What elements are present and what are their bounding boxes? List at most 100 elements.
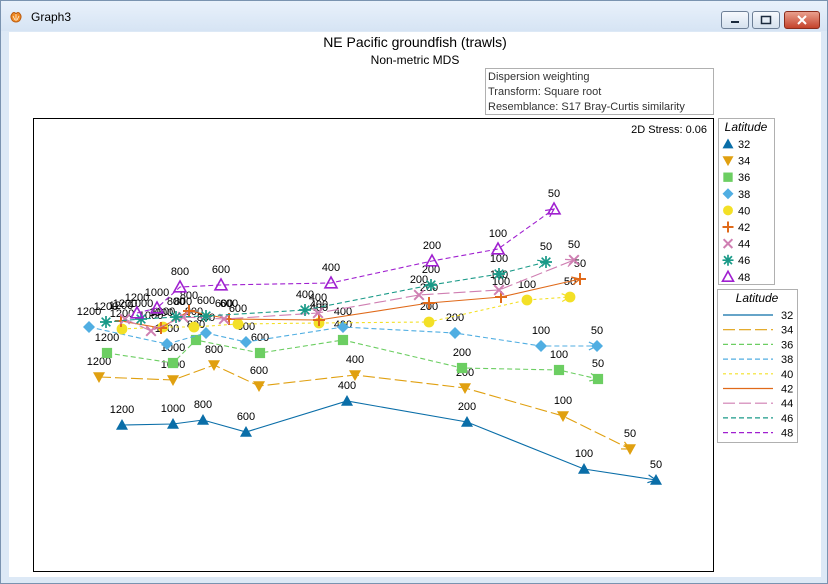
point-label-36-600: 600 <box>251 332 269 344</box>
data-point-44-200 <box>413 289 425 301</box>
line-legend: Latitude 32 34 36 38 40 42 44 46 48 <box>717 289 798 443</box>
point-label-36-1200: 1200 <box>95 332 119 344</box>
point-label-40-400: 400 <box>310 302 328 314</box>
marker-legend: Latitude 32 34 36 38 40 42 44 46 48 <box>718 118 775 285</box>
point-label-48-1200: 1200 <box>125 292 149 304</box>
marker-legend-label-44: 44 <box>738 239 750 251</box>
data-point-40-1200 <box>116 323 128 335</box>
maximize-icon <box>760 15 772 25</box>
marker-legend-symbol-36 <box>723 172 733 182</box>
data-point-34-800 <box>208 360 220 371</box>
data-point-32-100 <box>578 463 590 474</box>
data-point-42-200 <box>423 297 435 309</box>
data-point-40-50 <box>564 291 576 303</box>
mds-chart: NE Pacific groundfish (trawls) Non-metri… <box>33 34 798 572</box>
data-point-32-800 <box>197 414 209 425</box>
series-line-44 <box>124 259 575 332</box>
point-label-44-1200: 1200 <box>113 298 137 310</box>
title-bar[interactable]: Graph3 <box>1 1 827 31</box>
point-label-34-50: 50 <box>624 428 636 440</box>
point-label-46-200: 200 <box>422 264 440 276</box>
point-label-44-800: 800 <box>174 296 192 308</box>
data-point-38-200 <box>449 327 461 339</box>
point-label-42-50: 50 <box>574 258 586 270</box>
line-legend-label-40: 40 <box>781 369 793 381</box>
data-point-34-400 <box>349 370 361 381</box>
point-label-46-100: 100 <box>490 253 508 265</box>
data-point-34-100 <box>557 411 569 422</box>
point-label-44-50: 50 <box>568 239 580 251</box>
point-label-46-600: 600 <box>197 295 215 307</box>
marker-legend-label-36: 36 <box>738 172 750 184</box>
data-point-36-1000 <box>167 357 179 369</box>
data-point-38-1000 <box>161 338 173 350</box>
maximize-button[interactable] <box>752 11 780 29</box>
marker-legend-symbol-48 <box>721 269 735 282</box>
point-label-46-400: 400 <box>296 289 314 301</box>
point-label-32-200: 200 <box>458 401 476 413</box>
data-point-36-50 <box>592 373 604 385</box>
data-point-32-50 <box>650 474 662 485</box>
data-point-48-200 <box>424 253 440 267</box>
line-legend-title: Latitude <box>736 291 779 305</box>
point-label-48-50: 50 <box>548 188 560 200</box>
close-button[interactable] <box>784 11 820 29</box>
data-point-38-400 <box>337 321 349 333</box>
series-line-34 <box>98 364 631 450</box>
data-point-32-600 <box>240 426 252 437</box>
marker-legend-label-42: 42 <box>738 222 750 234</box>
series-32: 1200 1000 800 600 400 200 100 50 <box>110 380 662 485</box>
minimize-icon <box>731 21 739 23</box>
point-label-34-1200: 1200 <box>87 356 111 368</box>
marker-legend-symbol-38 <box>722 188 734 200</box>
line-legend-label-46: 46 <box>781 413 793 425</box>
point-label-34-600: 600 <box>250 365 268 377</box>
marker-legend-symbol-40 <box>723 205 733 216</box>
marker-legend-symbol-32 <box>722 138 734 149</box>
info-line-transform: Transform: Square root <box>488 86 601 98</box>
minimize-button[interactable] <box>721 11 749 29</box>
data-point-46-1000 <box>135 313 147 325</box>
marker-legend-symbol-34 <box>722 156 734 167</box>
data-point-40-100 <box>521 294 533 306</box>
data-point-48-50 <box>546 201 562 215</box>
point-label-32-1000: 1000 <box>161 403 185 415</box>
data-point-44-1000 <box>145 325 157 337</box>
point-label-32-400: 400 <box>338 380 356 392</box>
point-label-38-50: 50 <box>591 325 603 337</box>
point-label-40-600: 600 <box>229 303 247 315</box>
point-label-42-600: 600 <box>220 298 238 310</box>
point-label-44-600: 600 <box>215 298 233 310</box>
graph-area: NE Pacific groundfish (trawls) Non-metri… <box>9 32 821 577</box>
point-label-36-100: 100 <box>550 349 568 361</box>
data-point-38-100 <box>535 340 547 352</box>
marker-legend-symbol-42 <box>722 221 734 233</box>
point-label-48-800: 800 <box>171 266 189 278</box>
point-label-40-50: 50 <box>564 276 576 288</box>
plot-frame <box>33 118 714 572</box>
data-point-34-50 <box>624 444 636 455</box>
data-point-42-400 <box>313 314 325 326</box>
data-point-40-200 <box>423 316 435 328</box>
point-label-38-1200: 1200 <box>77 306 101 318</box>
data-point-38-600 <box>240 336 252 348</box>
chart-subtitle: Non-metric MDS <box>371 53 460 67</box>
point-label-38-200: 200 <box>446 312 464 324</box>
line-legend-label-38: 38 <box>781 354 793 366</box>
data-point-34-1200 <box>93 372 105 383</box>
data-point-48-600 <box>213 277 229 291</box>
data-point-44-600 <box>218 313 230 325</box>
stress-label: 2D Stress: 0.06 <box>631 124 707 136</box>
data-point-34-200 <box>459 383 471 394</box>
series-line-42 <box>120 278 581 329</box>
data-point-48-800 <box>172 279 188 293</box>
window-title: Graph3 <box>31 10 72 24</box>
line-legend-label-48: 48 <box>781 428 793 440</box>
point-label-44-200: 200 <box>410 274 428 286</box>
data-point-32-400 <box>341 395 353 406</box>
data-point-38-800 <box>200 327 212 339</box>
data-point-44-50 <box>568 254 580 266</box>
point-label-38-100: 100 <box>532 325 550 337</box>
data-point-42-50 <box>574 273 586 285</box>
